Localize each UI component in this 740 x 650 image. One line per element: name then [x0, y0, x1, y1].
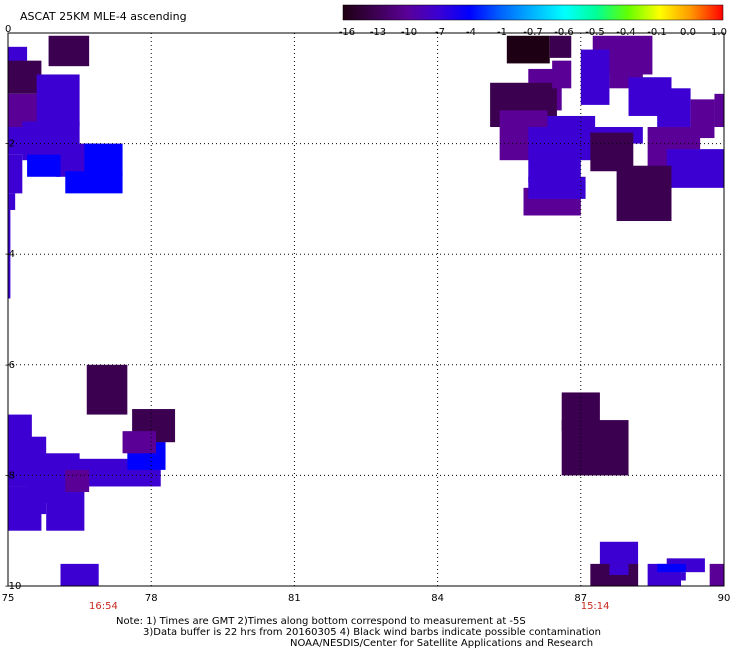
x-tick-label: 75: [2, 593, 15, 604]
data-cell: [590, 132, 634, 172]
data-cell: [580, 49, 610, 105]
data-cell: [8, 508, 42, 531]
data-cells: [8, 35, 724, 586]
data-cell: [8, 154, 23, 194]
chart-title: ASCAT 25KM MLE-4 ascending: [20, 10, 187, 23]
data-cell: [616, 165, 672, 222]
data-cell: [122, 431, 156, 454]
data-cell: [506, 35, 550, 64]
y-tick-label: -2: [5, 139, 15, 150]
note-line-1: Note: 1) Times are GMT 2)Times along bot…: [116, 616, 526, 627]
data-cell: [48, 35, 90, 67]
data-cell: [657, 88, 691, 128]
data-cell: [8, 209, 11, 299]
time-labels: 16:54 15:14: [89, 601, 609, 612]
data-cell: [8, 193, 16, 210]
plot-frame: [7, 32, 725, 587]
data-cell: [65, 469, 90, 492]
time-label: 15:14: [581, 601, 610, 612]
colorbar-gradient: [342, 4, 724, 21]
x-tick-label: 87: [574, 593, 587, 604]
y-tick-label: -6: [5, 360, 15, 371]
data-cell: [8, 60, 42, 94]
y-tick-labels: 0 -2 -4 -6 -8 -10: [5, 24, 21, 592]
data-cell: [681, 572, 686, 581]
data-cell: [666, 149, 724, 188]
data-cell: [86, 364, 128, 415]
data-cell: [27, 154, 61, 177]
data-cell: [561, 420, 629, 476]
data-cell: [549, 35, 572, 58]
x-tick-labels: 75 78 81 84 87 90: [2, 593, 731, 604]
data-cell: [36, 74, 80, 128]
note-line-2: 3)Data buffer is 22 hrs from 20160305 4)…: [143, 627, 601, 638]
data-cell: [65, 171, 123, 194]
data-cell: [8, 414, 32, 443]
y-tick-label: -8: [5, 470, 15, 481]
data-cell: [714, 93, 724, 128]
data-cell: [552, 60, 572, 89]
time-label: 16:54: [89, 601, 118, 612]
data-cell: [528, 176, 586, 199]
x-tick-label: 78: [145, 593, 158, 604]
x-tick-label: 90: [718, 593, 731, 604]
data-cell: [609, 563, 629, 575]
y-tick-label: -4: [5, 249, 15, 260]
x-tick-label: 84: [431, 593, 444, 604]
note-line-3: NOAA/NESDIS/Center for Satellite Applica…: [290, 638, 594, 649]
grid-lines: [8, 33, 724, 586]
data-cell: [60, 563, 99, 586]
data-cell: [657, 563, 686, 573]
data-cell: [709, 563, 724, 586]
y-tick-label: -10: [5, 581, 21, 592]
y-tick-label: 0: [5, 24, 11, 35]
x-tick-label: 81: [288, 593, 301, 604]
